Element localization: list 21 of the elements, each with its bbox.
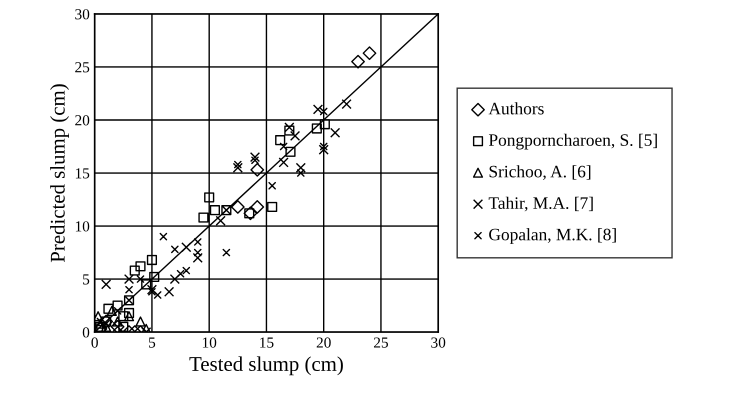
x-tick-label: 0: [91, 337, 98, 348]
y-tick-label: 30: [75, 9, 90, 20]
x-tick-label: 15: [260, 337, 274, 348]
y-tick-label: 0: [82, 327, 90, 338]
y-tick-label: 15: [76, 168, 90, 178]
x-tick-label: 20: [316, 337, 331, 348]
x-tick-label: 10: [202, 337, 216, 348]
x-tick-label: 25: [374, 337, 388, 348]
y-tick-label: 10: [76, 221, 90, 232]
y-tick-label: 25: [75, 62, 90, 72]
y-axis-title: Predicted slump (cm): [50, 84, 69, 262]
legend-label: Srichoo, A. [6]: [490, 165, 590, 180]
legend-label: Tahir, M.A. [7]: [488, 196, 593, 212]
legend-label: Authors: [488, 102, 544, 114]
x-axis-title: Tested slump (cm): [189, 356, 343, 376]
y-tick-label: 20: [75, 115, 90, 126]
legend-label: Pongporncharoen, S. [5]: [488, 134, 657, 150]
x-tick-label: 30: [431, 337, 446, 348]
x-tick-label: 5: [149, 338, 156, 348]
legend-label: Gopalan, M.K. [8]: [489, 228, 616, 244]
y-tick-label: 5: [83, 274, 90, 285]
